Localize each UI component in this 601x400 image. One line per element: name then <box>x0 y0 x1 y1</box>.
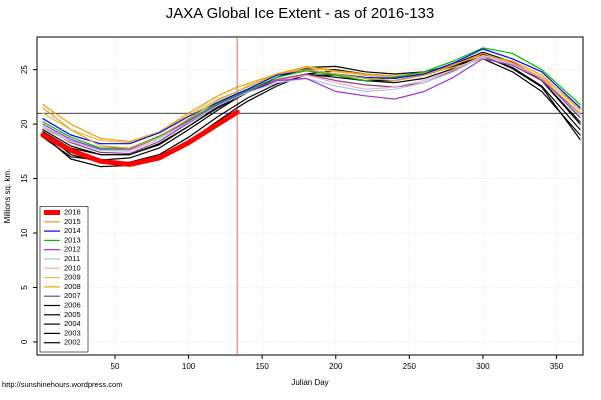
x-axis-label: Julian Day <box>291 378 328 387</box>
y-tick-label: 0 <box>20 339 29 344</box>
series-line <box>42 56 581 152</box>
legend-label: 2015 <box>64 217 81 226</box>
legend-label: 2009 <box>64 273 81 282</box>
legend-label: 2004 <box>64 319 81 328</box>
chart-title: JAXA Global Ice Extent - as of 2016-133 <box>166 5 435 22</box>
x-tick-label: 350 <box>550 362 564 371</box>
legend-label: 2013 <box>64 235 81 244</box>
y-tick-label: 10 <box>20 228 29 237</box>
legend-label: 2003 <box>64 328 81 337</box>
y-tick-label: 20 <box>20 119 29 128</box>
x-tick-label: 150 <box>255 362 269 371</box>
footer: http://sunshinehours.wordpress.com <box>2 380 122 389</box>
x-tick-label: 200 <box>329 362 343 371</box>
series-line <box>42 56 581 163</box>
x-tick-label: 250 <box>403 362 417 371</box>
series-line <box>40 109 240 167</box>
legend-label: 2002 <box>64 338 81 347</box>
legend-label: 2008 <box>64 282 81 291</box>
legend-label: 2014 <box>64 226 81 235</box>
x-tick-label: 50 <box>111 362 120 371</box>
legend-label: 2011 <box>64 254 80 263</box>
legend-label: 2005 <box>64 310 81 319</box>
y-tick-label: 15 <box>20 174 29 183</box>
legend-label: 2016 <box>64 207 81 216</box>
y-tick-label: 5 <box>20 285 29 290</box>
plot-frame <box>36 36 584 356</box>
x-tick-label: 300 <box>476 362 490 371</box>
series-line <box>42 58 581 150</box>
y-axis-label: Millions sq. km. <box>3 169 12 224</box>
legend-label: 2006 <box>64 300 81 309</box>
y-tick-label: 25 <box>20 65 29 74</box>
series-line <box>42 52 581 149</box>
x-tick-label: 100 <box>182 362 196 371</box>
legend-label: 2010 <box>64 263 81 272</box>
series-line <box>42 54 581 151</box>
series-line <box>42 54 581 143</box>
legend-label: 2007 <box>64 291 81 300</box>
legend-label: 2012 <box>64 245 81 254</box>
